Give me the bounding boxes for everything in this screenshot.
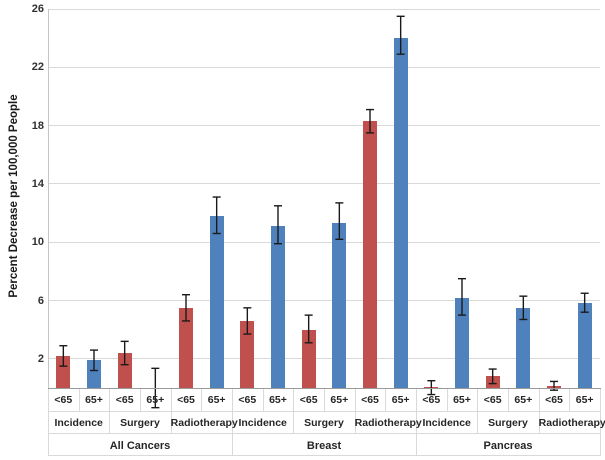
bar-breast-surgery-under65: [302, 330, 316, 388]
age-label: 65+: [146, 394, 165, 406]
group-label: All Cancers: [109, 440, 171, 452]
age-label: <65: [361, 394, 379, 406]
subgroup-separator: [477, 389, 478, 434]
age-label: <65: [422, 394, 441, 406]
bar-all-cancers-radiotherapy-under65: [179, 308, 193, 388]
age-cell-separator: [263, 389, 264, 412]
age-label: <65: [545, 394, 563, 406]
age-label: 65+: [85, 394, 103, 406]
gridline: [48, 300, 600, 302]
subgroup-label: Incidence: [238, 417, 287, 429]
subgroup-label: Surgery: [304, 417, 344, 429]
group-separator: [48, 389, 49, 456]
gridline: [48, 125, 600, 127]
bar-all-cancers-radiotherapy-over65: [210, 216, 224, 388]
age-cell-separator: [569, 389, 570, 412]
age-label: 65+: [207, 394, 226, 406]
group-separator: [232, 389, 233, 456]
subgroup-separator: [171, 389, 172, 434]
age-cell-separator: [140, 389, 141, 412]
subgroup-separator: [109, 389, 110, 434]
bar-pancreas-surgery-under65: [486, 376, 500, 388]
age-cell-separator: [79, 389, 80, 412]
bar-pancreas-surgery-over65: [516, 308, 530, 388]
x-axis-line: [48, 388, 601, 389]
age-label: 65+: [514, 394, 533, 406]
y-tick-label: 2: [37, 352, 44, 365]
label-row-separator: [48, 455, 601, 456]
bar-all-cancers-surgery-under65: [118, 353, 132, 388]
gridline: [48, 66, 600, 68]
age-cell-separator: [447, 389, 448, 412]
bar-pancreas-incidence-over65: [455, 298, 469, 388]
age-label: 65+: [453, 394, 471, 406]
bar-all-cancers-incidence-over65: [87, 360, 101, 388]
bar-breast-incidence-over65: [271, 226, 285, 388]
gridline: [48, 8, 600, 10]
bar-breast-radiotherapy-over65: [394, 38, 408, 388]
subgroup-separator: [539, 389, 540, 434]
y-axis-line: [48, 9, 49, 388]
y-tick-label: 14: [31, 177, 44, 190]
age-cell-separator: [385, 389, 386, 412]
gridline: [48, 241, 600, 243]
bar-all-cancers-incidence-under65: [56, 356, 70, 388]
age-label: 65+: [330, 394, 349, 406]
subgroup-separator: [293, 389, 294, 434]
subgroup-label: Incidence: [54, 417, 103, 429]
bar-breast-radiotherapy-under65: [363, 121, 377, 388]
bar-breast-surgery-over65: [332, 223, 346, 388]
subgroup-separator: [355, 389, 356, 434]
subgroup-label: Radiotherapy: [170, 417, 238, 429]
y-tick-label: 18: [31, 119, 44, 132]
subgroup-label: Incidence: [422, 417, 471, 429]
age-label: 65+: [391, 394, 410, 406]
age-cell-separator: [201, 389, 202, 412]
age-label: 65+: [269, 394, 287, 406]
group-separator: [416, 389, 417, 456]
age-label: <65: [177, 394, 195, 406]
bar-breast-incidence-under65: [240, 321, 254, 388]
subgroup-label: Radiotherapy: [538, 417, 605, 429]
age-label: <65: [54, 394, 73, 406]
bar-pancreas-radiotherapy-over65: [578, 303, 592, 388]
gridline: [48, 183, 600, 185]
group-label: Breast: [306, 440, 342, 452]
age-cell-separator: [324, 389, 325, 412]
subgroup-label: Surgery: [120, 417, 160, 429]
age-label: <65: [238, 394, 257, 406]
y-tick-label: 10: [31, 236, 44, 249]
group-separator: [600, 389, 601, 456]
gridline: [48, 358, 600, 360]
group-label: Pancreas: [483, 440, 533, 452]
age-label: <65: [299, 394, 318, 406]
y-tick-label: 6: [37, 294, 44, 307]
subgroup-label: Surgery: [488, 417, 528, 429]
y-tick-label: 26: [31, 3, 44, 15]
age-label: <65: [483, 394, 502, 406]
y-tick-label: 22: [31, 61, 44, 74]
age-cell-separator: [508, 389, 509, 412]
age-label: <65: [115, 394, 134, 406]
label-row-separator: [48, 433, 601, 434]
age-label: 65+: [575, 394, 594, 406]
subgroup-label: Radiotherapy: [354, 417, 422, 429]
